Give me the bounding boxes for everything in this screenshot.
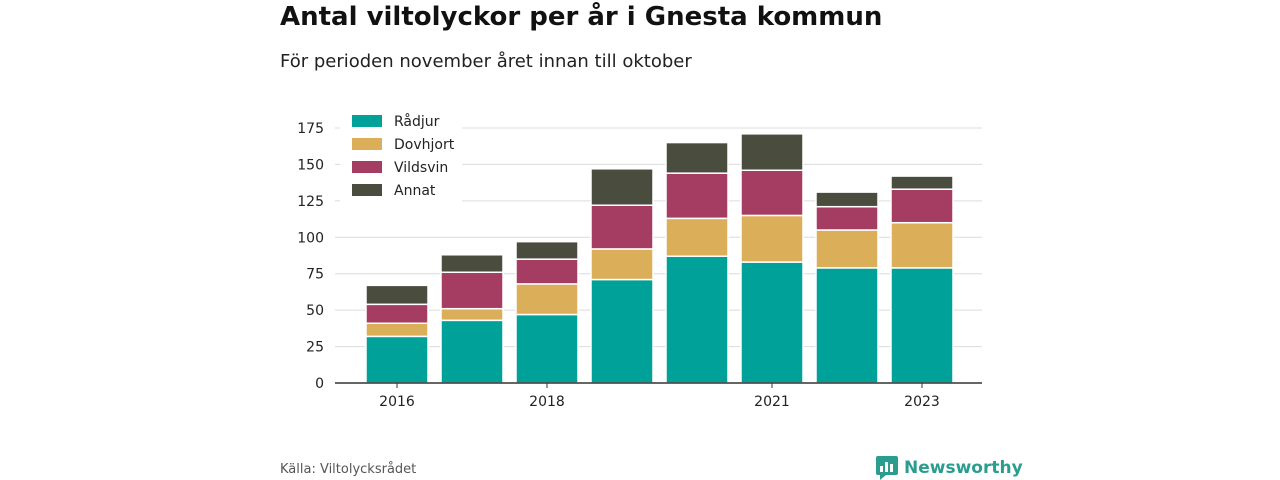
legend-swatch <box>352 115 382 127</box>
brand-name: Newsworthy <box>904 458 1023 478</box>
legend-swatch <box>352 184 382 196</box>
legend-label: Vildsvin <box>394 160 448 176</box>
y-tick-label: 75 <box>306 267 324 283</box>
y-tick-label: 175 <box>297 121 324 137</box>
bar-segment <box>816 230 878 268</box>
bar-segment <box>591 205 653 249</box>
bar-segment <box>741 262 803 383</box>
y-tick-label: 25 <box>306 340 324 356</box>
bar-segment <box>366 336 428 383</box>
bar-segment <box>516 259 578 284</box>
y-tick-label: 150 <box>297 157 324 173</box>
legend-label: Dovhjort <box>394 137 455 153</box>
bar-segment <box>741 134 803 170</box>
x-tick-label: 2018 <box>529 394 565 410</box>
legend-swatch <box>352 161 382 173</box>
bar-segment <box>816 268 878 383</box>
bar-segment <box>891 189 953 223</box>
y-tick-label: 100 <box>297 230 324 246</box>
bar-segment <box>816 207 878 230</box>
bar-segment <box>891 223 953 268</box>
source-note: Källa: Viltolycksrådet <box>280 462 416 477</box>
legend-label: Annat <box>394 183 436 199</box>
bar-segment <box>516 242 578 259</box>
bar-segment <box>741 215 803 262</box>
bar-segment <box>666 173 728 218</box>
bar-segment <box>591 280 653 383</box>
newsworthy-brand[interactable]: Newsworthy <box>876 456 1023 480</box>
y-tick-label: 125 <box>297 194 324 210</box>
bar-segment <box>591 249 653 280</box>
bar-segment <box>816 192 878 207</box>
bar-segment <box>441 309 503 321</box>
bar-segment <box>441 272 503 308</box>
bar-segment <box>366 323 428 336</box>
bar-segment <box>891 268 953 383</box>
legend-label: Rådjur <box>394 113 440 130</box>
x-tick-label: 2021 <box>754 394 790 410</box>
bar-segment <box>366 304 428 323</box>
bar-segment <box>891 176 953 189</box>
y-tick-label: 0 <box>315 376 324 392</box>
bar-segment <box>516 315 578 383</box>
bar-segment <box>666 143 728 174</box>
bar-segment <box>441 255 503 272</box>
x-tick-label: 2023 <box>904 394 940 410</box>
bar-segment <box>516 284 578 315</box>
bar-segment <box>441 320 503 383</box>
bar-segment <box>741 170 803 215</box>
legend-swatch <box>352 138 382 150</box>
bar-segment <box>666 256 728 383</box>
bar-segment <box>366 285 428 304</box>
bar-segment <box>591 169 653 205</box>
bar-segment <box>666 218 728 256</box>
x-tick-label: 2016 <box>379 394 415 410</box>
newsworthy-logo-icon <box>876 456 898 480</box>
y-tick-label: 50 <box>306 303 324 319</box>
